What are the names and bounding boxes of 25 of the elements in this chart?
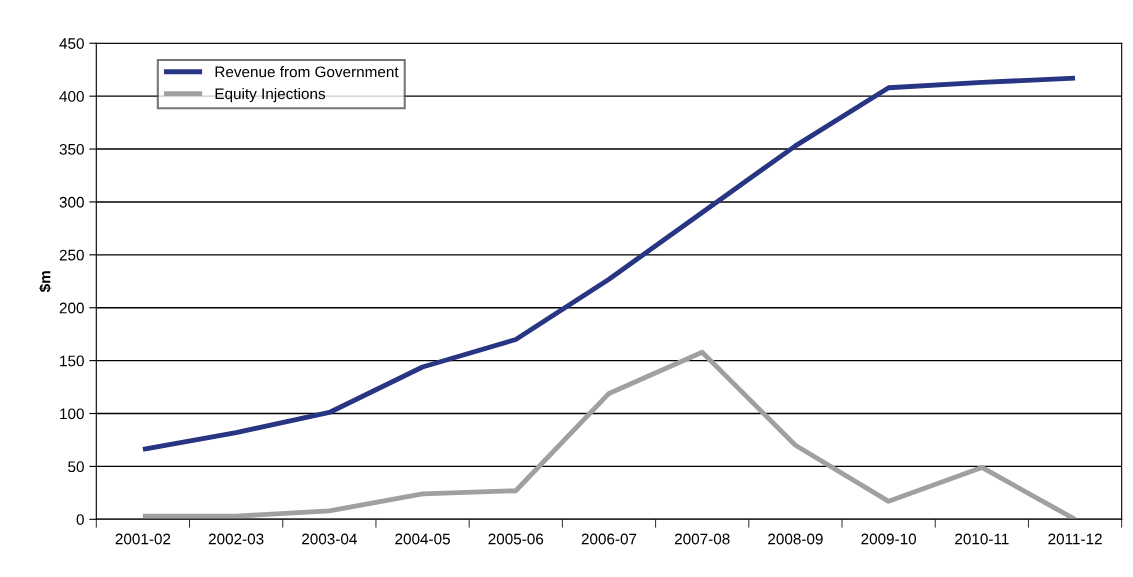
legend-label: Revenue from Government <box>215 66 399 78</box>
legend-label: Equity Injections <box>215 87 326 103</box>
x-tick-label: 2009-10 <box>861 533 917 545</box>
y-axis-title: $m <box>38 271 52 293</box>
line-series <box>140 349 1078 520</box>
y-tick-label: 300 <box>59 196 84 208</box>
y-tick-label: 400 <box>59 91 84 102</box>
x-tick-label: 2008-09 <box>768 533 823 545</box>
x-tick-label: 2003-04 <box>302 533 357 545</box>
y-tick-label: 150 <box>60 355 84 367</box>
x-tick-label: 2001-02 <box>115 533 171 545</box>
x-tick-label: 2011-12 <box>1048 533 1102 545</box>
y-tick-label: 50 <box>68 461 84 473</box>
x-tick-label: 2005-06 <box>488 533 544 545</box>
y-tick-label: 350 <box>59 143 84 155</box>
x-tick-label: 2010-11 <box>955 533 1009 545</box>
x-tick-label: 2002-03 <box>208 533 264 545</box>
x-tick-label: 2004-05 <box>395 533 450 545</box>
x-tick-label: 2007-08 <box>674 533 730 545</box>
y-tick-label: 200 <box>59 302 84 314</box>
x-tick-label: 2006-07 <box>581 533 637 545</box>
y-tick-label: 0 <box>76 514 84 525</box>
y-tick-label: 100 <box>60 408 84 420</box>
y-tick-label: 450 <box>59 38 84 49</box>
y-tick-label: 250 <box>59 249 84 261</box>
